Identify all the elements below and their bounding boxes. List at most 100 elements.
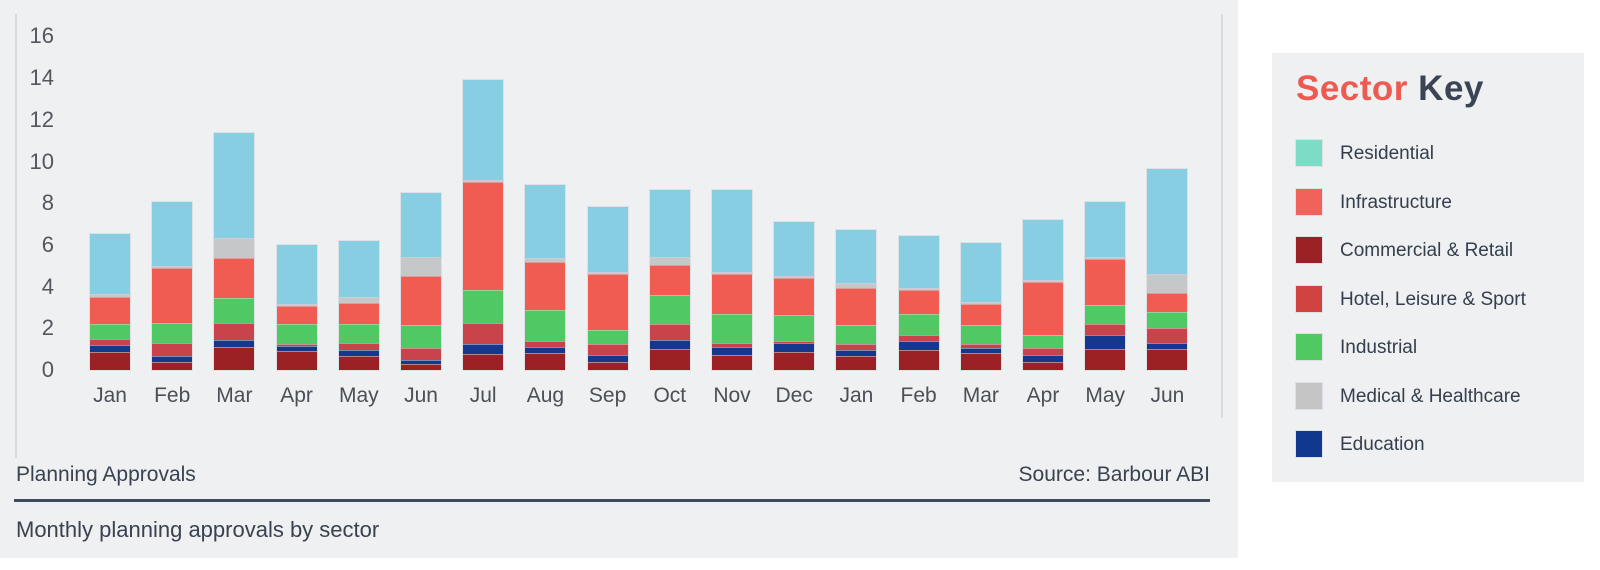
bar-segment-education <box>836 350 877 357</box>
bar-segment-hotel-leisure-sport <box>338 342 379 351</box>
y-axis-line <box>15 14 17 458</box>
bar-segment-industrial <box>276 324 317 344</box>
divider-rule <box>14 499 1210 502</box>
bar-segment-medical-healthcare <box>214 237 255 259</box>
bar-segment-commercial-retail <box>649 349 690 370</box>
legend-panel: Sector Key Residential Infrastructure Comm… <box>1272 53 1584 482</box>
x-axis-tick-label: Dec <box>775 384 813 407</box>
bar-segment-commercial-retail <box>960 353 1001 370</box>
bar-segment-education <box>960 348 1001 354</box>
y-axis-tick-label: 4 <box>41 273 54 299</box>
bar-segment-education <box>152 356 193 362</box>
bar-segment-medical-healthcare <box>338 297 379 304</box>
x-axis-tick-label: Sep <box>588 384 627 407</box>
bar-segment-industrial <box>1147 311 1188 329</box>
y-axis-tick-label: 10 <box>29 148 54 174</box>
bar-segment-residential <box>525 185 566 259</box>
bar-segment-education <box>214 339 255 348</box>
x-axis-tick-label: May <box>1085 384 1126 407</box>
bar-segment-commercial-retail <box>587 361 628 370</box>
bar-segment-medical-healthcare <box>1147 274 1188 293</box>
bar-segment-commercial-retail <box>1147 349 1188 370</box>
bar-segment-medical-healthcare <box>1085 257 1126 260</box>
bar-segment-commercial-retail <box>152 361 193 370</box>
bar-segment-education <box>898 340 939 351</box>
y-axis-tick-label: 8 <box>41 190 54 216</box>
bar-segment-hotel-leisure-sport <box>401 348 441 360</box>
bar-segment-hotel-leisure-sport <box>525 340 566 348</box>
bar-segment-industrial <box>898 313 939 335</box>
bar-segment-residential <box>774 221 815 277</box>
legend-swatch-infrastructure <box>1296 188 1322 215</box>
bar-segment-residential <box>276 244 317 305</box>
x-axis-tick-label: Apr <box>1026 384 1060 407</box>
x-axis-tick-label: Feb <box>154 384 191 407</box>
bar-segment-medical-healthcare <box>649 257 690 265</box>
bar-segment-industrial <box>712 313 752 343</box>
bar-segment-infrastructure <box>401 276 441 326</box>
bar-segment-hotel-leisure-sport <box>1147 328 1188 343</box>
bar-segment-education <box>90 344 130 353</box>
bar-segment-education <box>276 346 317 352</box>
bar-segment-medical-healthcare <box>90 293 130 298</box>
bar-segment-industrial <box>1085 305 1126 325</box>
bar-segment-infrastructure <box>214 258 255 299</box>
bar-segment-industrial <box>214 298 255 324</box>
bar-segment-residential <box>214 133 255 238</box>
bar-segment-infrastructure <box>463 182 504 290</box>
legend-swatch-medical-healthcare <box>1296 382 1322 409</box>
plot-border-right <box>1221 14 1223 418</box>
legend-label: Industrial <box>1340 337 1418 358</box>
bar-segment-medical-healthcare <box>960 302 1001 305</box>
bar-segment-commercial-retail <box>525 353 566 370</box>
bar-segment-infrastructure <box>898 289 939 314</box>
bar-segment-industrial <box>525 309 566 341</box>
bar-segment-residential <box>587 207 628 272</box>
legend-title-rest: Key <box>1407 69 1484 108</box>
bar-segment-industrial <box>1023 334 1063 349</box>
x-axis-tick-label: Nov <box>713 384 751 407</box>
chart-title: Planning Approvals <box>16 463 196 486</box>
bar-segment-residential <box>1085 202 1126 258</box>
x-axis-tick-label: Jul <box>469 384 497 407</box>
x-axis-tick-label: Mar <box>962 384 999 407</box>
legend-label: Infrastructure <box>1340 191 1452 213</box>
source-label: Source: Barbour ABI <box>1018 463 1210 486</box>
bar-segment-commercial-retail <box>276 351 317 370</box>
bar-segment-medical-healthcare <box>463 180 504 183</box>
bar-segment-hotel-leisure-sport <box>898 334 939 341</box>
legend-title-accent: Sector <box>1296 69 1408 108</box>
bar-segment-hotel-leisure-sport <box>90 338 130 345</box>
bar-segment-industrial <box>463 289 504 324</box>
bar-segment-commercial-retail <box>338 356 379 370</box>
bar-segment-residential <box>1023 219 1063 281</box>
legend-swatch-education <box>1296 431 1322 457</box>
bar-segment-infrastructure <box>1147 292 1188 312</box>
bar-segment-residential <box>463 80 504 181</box>
legend-title: Sector Key <box>1296 69 1484 109</box>
bar-segment-education <box>649 339 690 350</box>
x-axis-tick-label: Mar <box>216 384 253 407</box>
bar-segment-industrial <box>649 294 690 325</box>
x-axis-tick-label: Jan <box>93 384 127 407</box>
bar-segment-commercial-retail <box>774 352 815 370</box>
bar-segment-residential <box>401 192 441 258</box>
legend-swatch-hotel-leisure-sport <box>1296 285 1322 312</box>
bar-segment-residential <box>649 189 690 258</box>
bar-segment-medical-healthcare <box>774 276 815 279</box>
bar-segment-industrial <box>836 325 877 344</box>
bar-segment-residential <box>836 230 877 284</box>
bar-segment-education <box>712 347 752 356</box>
bar-segment-education <box>401 359 441 364</box>
bar-segment-hotel-leisure-sport <box>152 342 193 357</box>
bar-segment-education <box>774 342 815 353</box>
bar-segment-hotel-leisure-sport <box>649 324 690 340</box>
chart-panel: Planning Approvals Source: Barbour ABI M… <box>0 0 1238 558</box>
bar-segment-medical-healthcare <box>587 272 628 275</box>
bar-segment-residential <box>1147 168 1188 275</box>
bar-segment-medical-healthcare <box>836 283 877 288</box>
bar-segment-infrastructure <box>525 261 566 310</box>
bar-segment-industrial <box>587 330 628 344</box>
legend-label: Medical & Healthcare <box>1340 385 1521 407</box>
bar-segment-infrastructure <box>1023 282 1063 335</box>
